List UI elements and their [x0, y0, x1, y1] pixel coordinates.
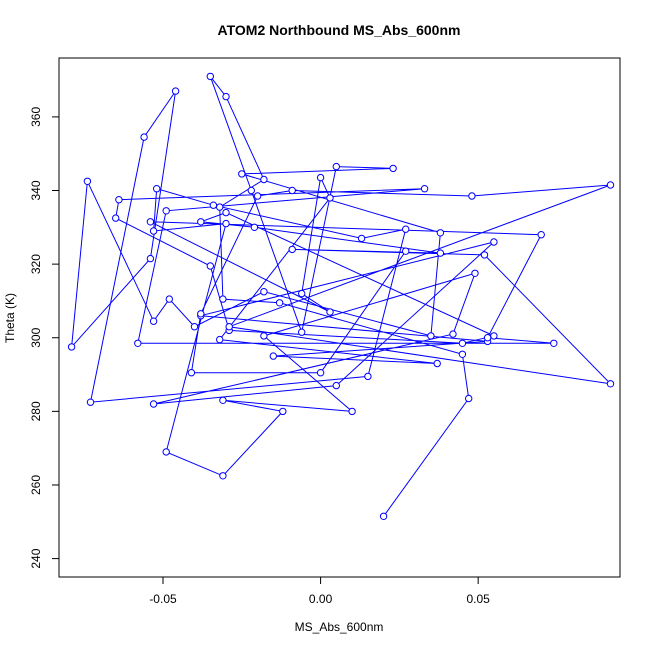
data-point: [279, 407, 287, 416]
data-point: [490, 238, 498, 246]
data-point: [149, 317, 158, 325]
data-point: [190, 323, 199, 331]
y-tick-label: 320: [29, 254, 43, 274]
data-point: [206, 262, 215, 270]
data-point: [225, 323, 233, 331]
data-point: [219, 396, 227, 404]
data-point: [222, 208, 230, 217]
y-tick-label: 240: [29, 548, 43, 568]
data-point: [162, 207, 170, 215]
plot-area: -0.05 0.00 0.05 240 260 280 300 320 340 360: [29, 57, 621, 606]
data-point: [458, 350, 467, 358]
data-point: [326, 308, 334, 316]
plot-frame: [58, 57, 621, 578]
data-point: [402, 225, 410, 233]
data-point: [140, 133, 148, 141]
data-point: [83, 177, 92, 186]
data-point: [112, 214, 120, 222]
data-point: [458, 339, 467, 347]
data-point: [471, 269, 479, 277]
data-point: [260, 332, 268, 340]
data-point: [449, 330, 457, 338]
data-point: [298, 328, 306, 336]
series-line: [70, 76, 612, 517]
data-point: [253, 192, 262, 200]
data-point: [465, 394, 473, 403]
x-tick-label: 0.00: [309, 592, 333, 606]
data-point: [250, 223, 259, 232]
data-point: [483, 334, 492, 342]
data-point: [420, 185, 429, 193]
data-point: [260, 288, 268, 296]
data-point: [298, 289, 306, 298]
data-point: [490, 332, 498, 340]
data-point: [269, 352, 277, 360]
x-axis-label: MS_Abs_600nm: [295, 620, 384, 634]
data-point: [247, 186, 256, 195]
data-point: [436, 249, 445, 257]
data-point: [316, 369, 325, 377]
data-point: [332, 162, 340, 171]
data-point: [115, 196, 123, 204]
data-point: [606, 380, 615, 388]
data-point: [165, 295, 174, 303]
data-point: [275, 299, 284, 307]
data-point: [357, 234, 366, 243]
data-point: [427, 332, 435, 340]
data-point: [606, 181, 615, 189]
data-point: [260, 175, 268, 184]
data-point: [389, 164, 397, 173]
data-point: [209, 201, 218, 209]
y-axis-label: Theta (K): [3, 293, 17, 343]
data-point: [222, 219, 230, 228]
data-point: [216, 335, 224, 344]
data-point: [197, 310, 205, 318]
data-point: [436, 229, 445, 237]
data-point: [149, 400, 158, 408]
data-point: [326, 194, 334, 202]
data-point: [222, 92, 230, 101]
data-point: [348, 407, 356, 416]
data-point: [379, 512, 388, 520]
data-point: [433, 359, 441, 368]
data-point: [153, 185, 161, 193]
data-point: [146, 254, 155, 263]
data-point: [67, 343, 76, 351]
data-point: [480, 251, 489, 259]
y-tick-label: 300: [29, 327, 43, 347]
y-tick-label: 280: [29, 401, 43, 421]
y-tick-label: 340: [29, 180, 43, 200]
data-point: [402, 247, 410, 255]
data-point: [206, 72, 215, 81]
y-tick-label: 260: [29, 475, 43, 495]
chart-title: ATOM2 Northbound MS_Abs_600nm: [218, 22, 461, 38]
x-tick-label: -0.05: [149, 592, 177, 606]
data-point: [468, 192, 476, 200]
y-tick-label: 360: [29, 107, 43, 127]
data-point: [197, 218, 205, 226]
data-point: [134, 339, 142, 347]
data-point: [86, 398, 95, 406]
data-point: [219, 295, 227, 303]
data-point: [146, 218, 155, 226]
data-point: [550, 339, 558, 347]
data-point: [171, 87, 180, 95]
data-point: [364, 372, 372, 381]
data-point: [187, 369, 196, 377]
data-point: [149, 227, 158, 235]
data-point: [219, 472, 227, 480]
x-tick-label: 0.05: [466, 592, 490, 606]
data-point: [288, 245, 296, 254]
data-point: [288, 186, 296, 195]
data-point: [537, 231, 545, 239]
data-point: [332, 381, 340, 390]
data-point: [238, 170, 246, 178]
data-point: [162, 448, 170, 456]
data-point: [216, 203, 224, 211]
data-point: [316, 173, 325, 182]
